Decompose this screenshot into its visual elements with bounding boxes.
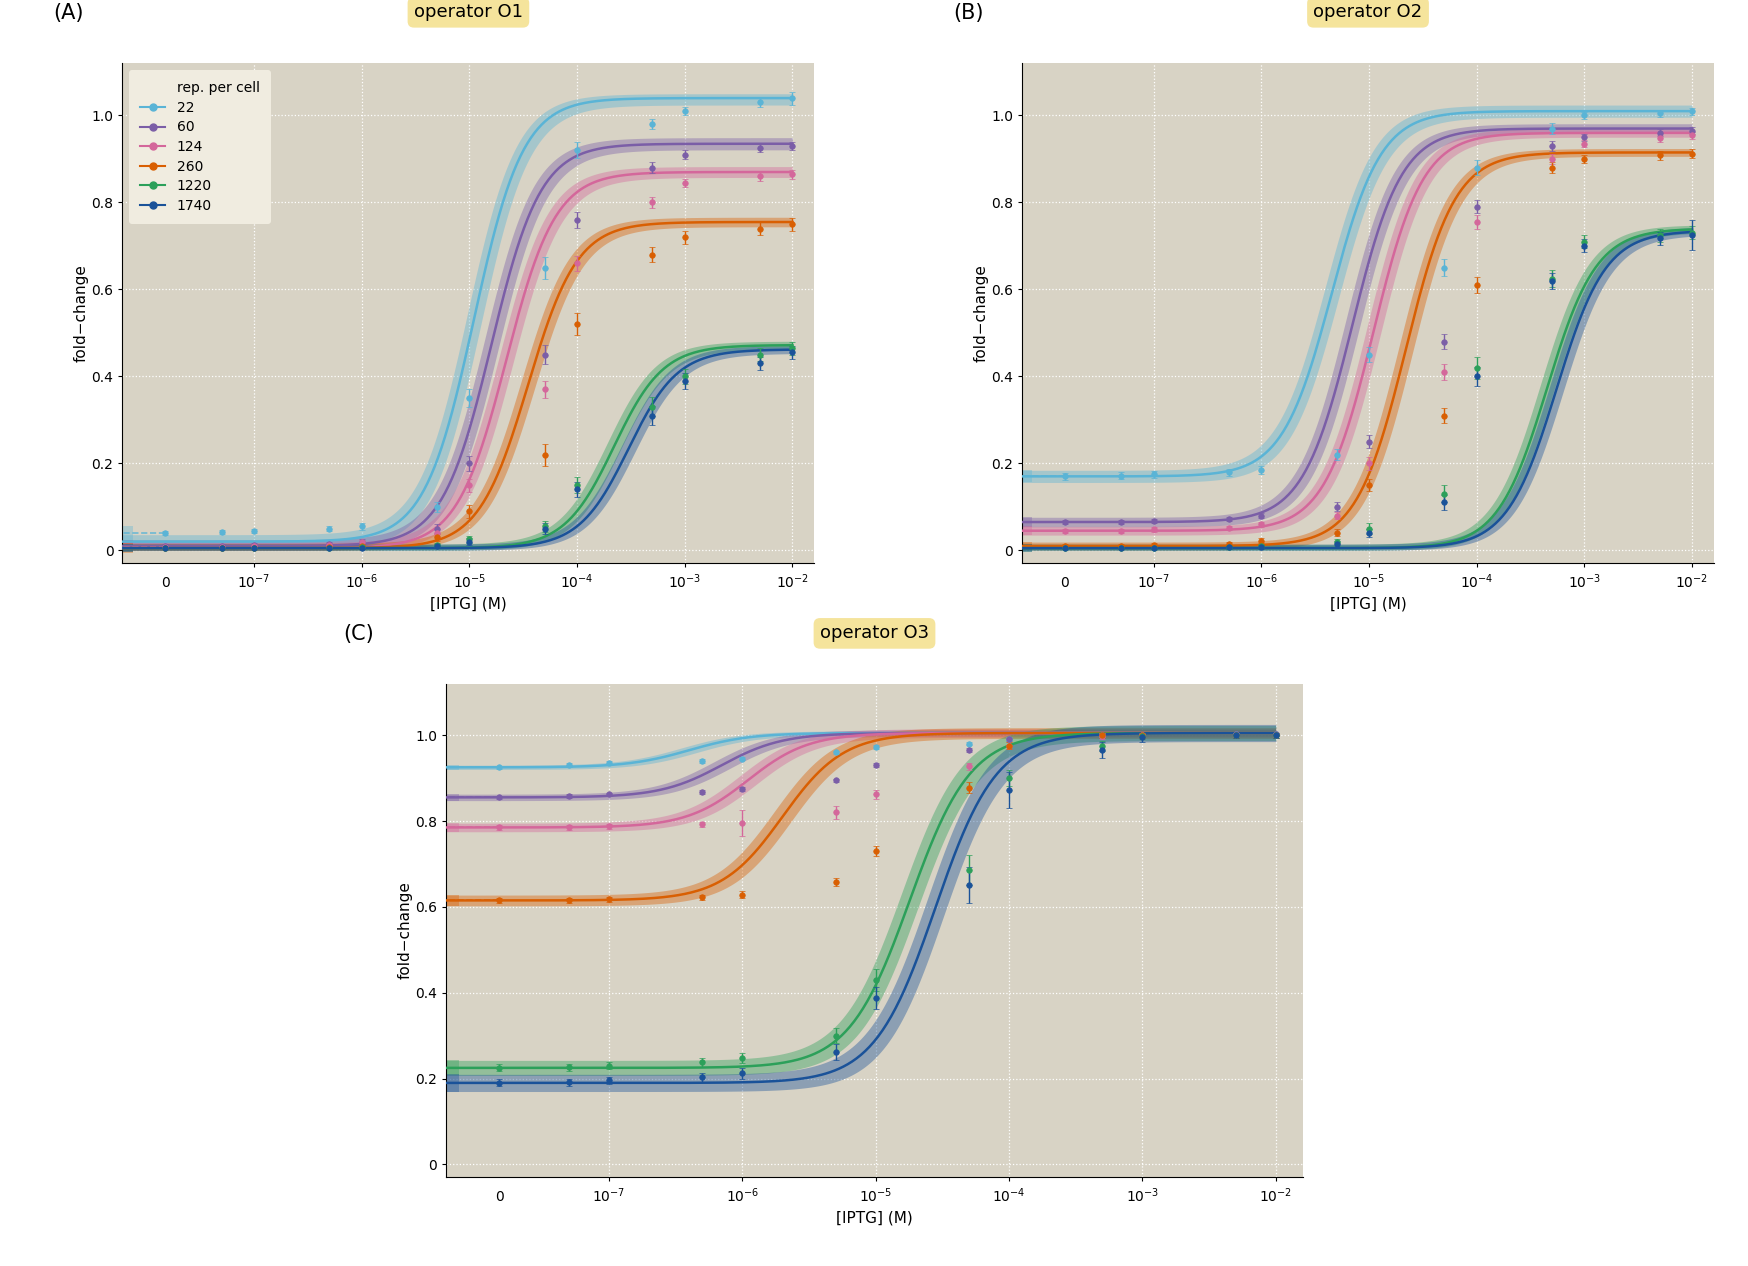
Y-axis label: fold−change: fold−change	[972, 265, 988, 362]
Text: 0: 0	[161, 576, 170, 590]
Text: (B): (B)	[953, 4, 982, 23]
Text: operator O3: operator O3	[820, 624, 928, 642]
Y-axis label: fold−change: fold−change	[73, 265, 89, 362]
Text: 0: 0	[1059, 576, 1068, 590]
Text: operator O1: operator O1	[414, 4, 523, 22]
Text: (A): (A)	[52, 4, 84, 23]
Text: (C): (C)	[343, 624, 374, 644]
Legend: rep. per cell, 22, 60, 124, 260, 1220, 1740: rep. per cell, 22, 60, 124, 260, 1220, 1…	[129, 70, 271, 224]
Text: 0: 0	[495, 1190, 503, 1204]
Text: operator O2: operator O2	[1313, 4, 1421, 22]
X-axis label: [IPTG] (M): [IPTG] (M)	[836, 1210, 912, 1225]
X-axis label: [IPTG] (M): [IPTG] (M)	[1328, 596, 1405, 611]
Y-axis label: fold−change: fold−change	[397, 881, 413, 980]
X-axis label: [IPTG] (M): [IPTG] (M)	[430, 596, 507, 611]
